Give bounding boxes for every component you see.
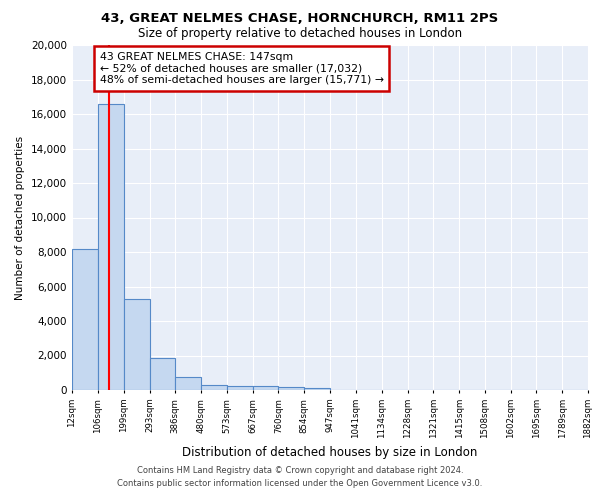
Bar <box>278 387 304 390</box>
Bar <box>253 386 278 390</box>
X-axis label: Distribution of detached houses by size in London: Distribution of detached houses by size … <box>182 446 478 460</box>
Bar <box>98 104 124 390</box>
Text: Contains HM Land Registry data © Crown copyright and database right 2024.
Contai: Contains HM Land Registry data © Crown c… <box>118 466 482 487</box>
Text: Size of property relative to detached houses in London: Size of property relative to detached ho… <box>138 28 462 40</box>
Y-axis label: Number of detached properties: Number of detached properties <box>16 136 25 300</box>
Bar <box>72 250 98 390</box>
Text: 43, GREAT NELMES CHASE, HORNCHURCH, RM11 2PS: 43, GREAT NELMES CHASE, HORNCHURCH, RM11… <box>101 12 499 26</box>
Text: 43 GREAT NELMES CHASE: 147sqm
← 52% of detached houses are smaller (17,032)
48% : 43 GREAT NELMES CHASE: 147sqm ← 52% of d… <box>100 52 383 85</box>
Bar <box>304 388 330 390</box>
Bar <box>149 358 175 390</box>
Bar <box>124 298 149 390</box>
Bar <box>175 378 201 390</box>
Bar <box>201 384 227 390</box>
Bar <box>227 386 253 390</box>
